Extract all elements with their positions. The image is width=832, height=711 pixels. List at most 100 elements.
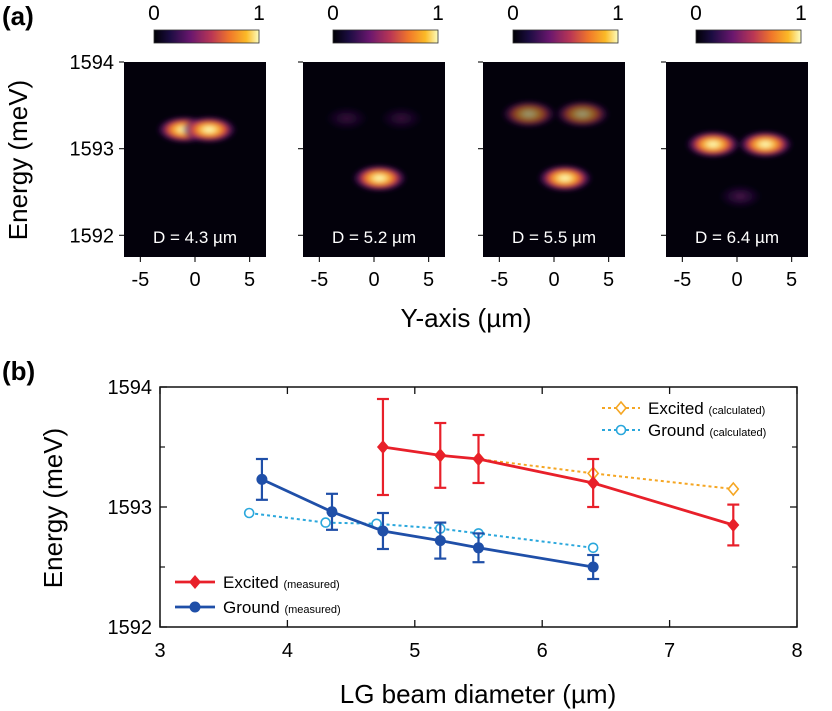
diameter-label: D = 5.5 µm xyxy=(512,228,596,247)
heatmap-background xyxy=(483,62,625,257)
heatmap-background xyxy=(666,62,808,257)
data-point xyxy=(587,476,600,490)
colorbar-tick-max: 1 xyxy=(795,2,807,25)
energy-tick-label: 1592 xyxy=(70,225,115,247)
colorbar-tick-min: 0 xyxy=(507,2,519,25)
x-tick-label: 5 xyxy=(786,269,797,291)
colorbar-tick-max: 1 xyxy=(612,2,624,25)
legend-name: Ground xyxy=(648,421,709,440)
panel-a-heatmaps: D = 4.3 µm0 1-5 0 5D = 5.2 µm0 1-5 0 5D = 5.5 … xyxy=(70,2,808,291)
legend-marker xyxy=(189,575,201,589)
legend-suffix: (calculated) xyxy=(708,405,765,417)
data-point xyxy=(434,535,446,547)
x-tick-label: -5 xyxy=(490,269,508,291)
heatmap-4: D = 6.4 µm 0 1 -5 0 5 xyxy=(661,2,808,291)
colorbar-tick-max: 1 xyxy=(432,2,444,25)
heatmap-background xyxy=(124,62,266,257)
series-line xyxy=(261,478,594,569)
intensity-spot-3 xyxy=(554,100,611,128)
legend-suffix: (calculated) xyxy=(709,427,766,439)
colorbar xyxy=(332,29,439,44)
colorbar xyxy=(512,29,619,44)
data-point xyxy=(256,473,268,485)
panel-a-xlabel: Y-axis (µm) xyxy=(400,303,531,333)
legend-suffix: (measured) xyxy=(284,604,340,616)
intensity-spot-1 xyxy=(351,164,408,193)
heatmap-1: D = 4.3 µm 0 1 -5 0 5 xyxy=(119,2,266,291)
diameter-label: D = 5.2 µm xyxy=(332,228,416,247)
colorbar xyxy=(695,29,802,44)
legend-entry: Ground (measured) xyxy=(175,598,341,617)
legend-entry: Excited (measured) xyxy=(175,573,340,592)
intensity-spot-1 xyxy=(536,164,593,193)
heatmap-intensity xyxy=(324,106,424,193)
x-tick-label: 5 xyxy=(244,269,255,291)
x-tick-label: -5 xyxy=(131,269,149,291)
series-ground-calculated xyxy=(243,507,599,554)
series-line xyxy=(382,445,734,527)
panel-label-b: (b) xyxy=(2,356,35,386)
legend-name: Ground xyxy=(223,598,284,617)
x-tick-label: 0 xyxy=(189,269,200,291)
panel-a-ylabel: Energy (meV) xyxy=(3,80,33,240)
colorbar-tick-min: 0 xyxy=(690,2,702,25)
x-tick-label: 5 xyxy=(603,269,614,291)
x-tick-label: 5 xyxy=(423,269,434,291)
heatmap-intensity xyxy=(156,115,238,144)
energy-tick-label: 1594 xyxy=(70,52,115,74)
series-excited-measured xyxy=(376,397,740,547)
legend-entry: Ground (calculated) xyxy=(602,421,766,440)
data-point xyxy=(727,518,740,532)
diameter-label: D = 6.4 µm xyxy=(695,228,779,247)
legend-suffix: (measured) xyxy=(283,579,339,591)
legend-name: Excited xyxy=(648,399,708,418)
x-tick-label: 0 xyxy=(731,269,742,291)
colorbar-tick-min: 0 xyxy=(327,2,339,25)
intensity-spot-2 xyxy=(181,115,238,144)
data-point xyxy=(587,561,599,573)
intensity-spot-2 xyxy=(500,100,557,128)
legend-marker xyxy=(615,424,627,436)
intensity-spot-3 xyxy=(718,184,763,209)
x-tick-label: 8 xyxy=(791,640,802,662)
legend-label: Ground (calculated) xyxy=(648,421,766,440)
series-line xyxy=(249,512,594,549)
legend-label: Excited (calculated) xyxy=(648,399,765,418)
heatmap-2: D = 5.2 µm 0 1 -5 0 5 xyxy=(298,2,445,291)
intensity-spot-3 xyxy=(379,106,424,131)
x-tick-label: 7 xyxy=(664,640,675,662)
y-tick-label: 1594 xyxy=(108,377,153,399)
colorbar-tick-max: 1 xyxy=(253,2,265,25)
x-tick-label: 6 xyxy=(537,640,548,662)
legend-label: Excited (measured) xyxy=(223,573,340,592)
data-point xyxy=(473,542,484,554)
heatmap-background xyxy=(303,62,445,257)
heatmap-intensity xyxy=(684,130,794,209)
data-point xyxy=(243,507,255,519)
panel-b-ylabel: Energy (meV) xyxy=(38,428,68,588)
colorbar-tick-min: 0 xyxy=(148,2,160,25)
series-ground-measured xyxy=(255,457,600,581)
y-tick-label: 1593 xyxy=(108,497,153,519)
data-point xyxy=(377,525,389,537)
intensity-spot-2 xyxy=(737,130,794,159)
legend-label: Ground (measured) xyxy=(223,598,341,617)
data-point xyxy=(727,481,740,497)
y-tick-label: 1592 xyxy=(108,617,153,639)
x-tick-label: 0 xyxy=(548,269,559,291)
colorbar xyxy=(153,29,260,44)
x-tick-label: -5 xyxy=(673,269,691,291)
data-point xyxy=(587,542,599,554)
x-tick-label: 4 xyxy=(282,640,293,662)
heatmap-intensity xyxy=(500,100,611,193)
legend-entry: Excited (calculated) xyxy=(602,399,765,418)
intensity-spot-2 xyxy=(324,106,369,131)
legend-marker xyxy=(614,400,628,416)
panel-label-a: (a) xyxy=(2,1,34,31)
x-tick-label: 0 xyxy=(368,269,379,291)
x-tick-label: -5 xyxy=(310,269,328,291)
data-point xyxy=(320,517,331,528)
data-point xyxy=(376,440,389,454)
